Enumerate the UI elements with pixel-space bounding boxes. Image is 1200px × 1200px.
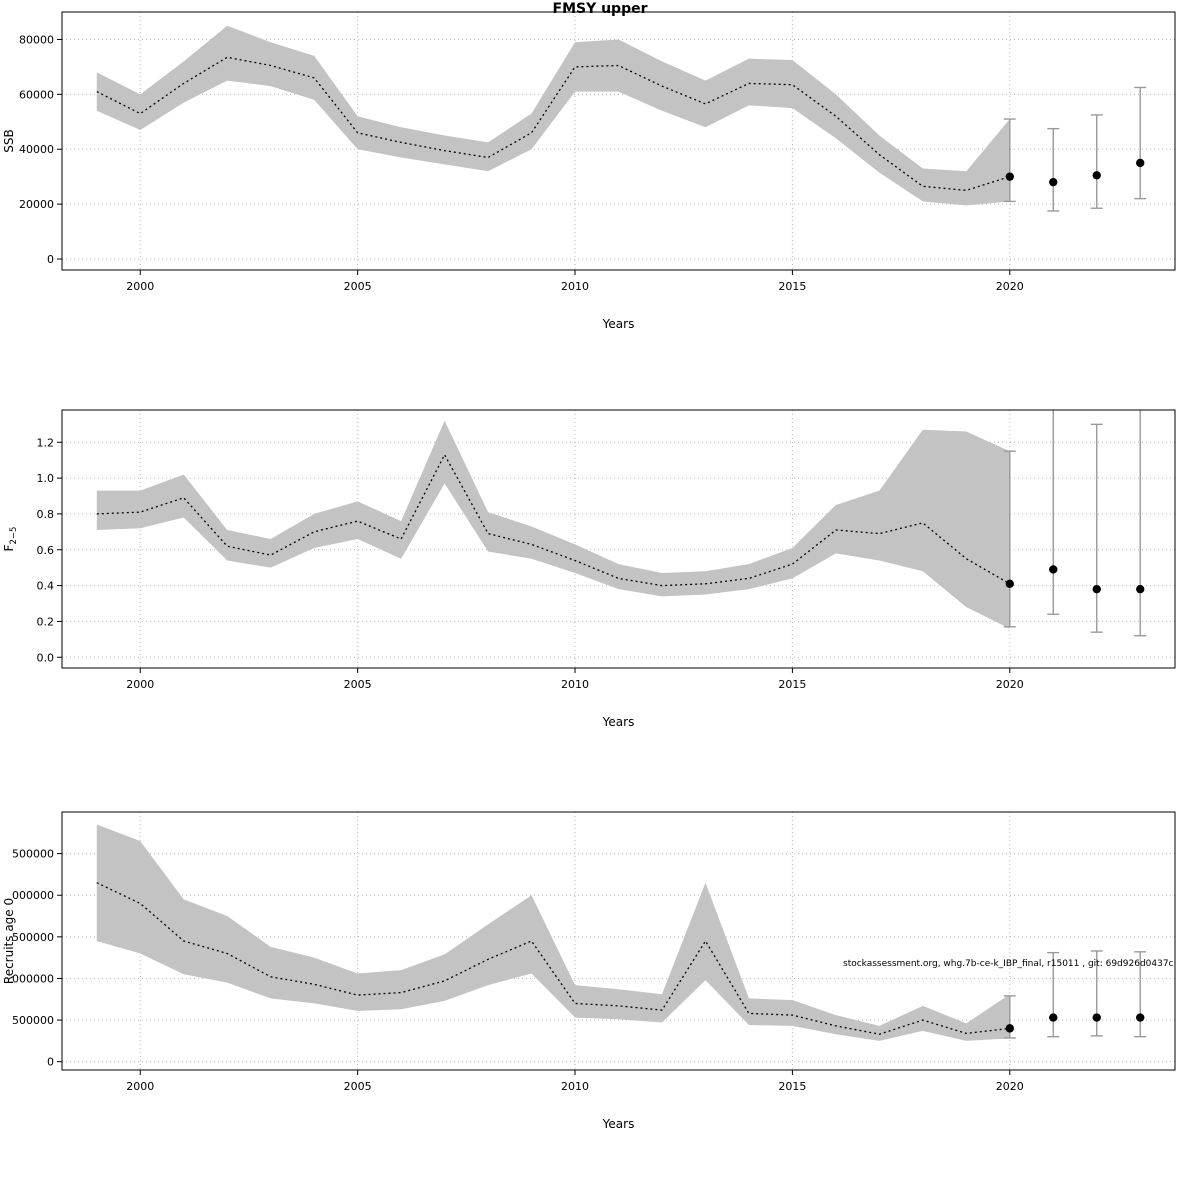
ssb-x-tick-label: 2020 <box>996 280 1024 293</box>
ssb-forecast <box>1003 86 1147 212</box>
ssb-x-tick-label: 2015 <box>778 280 806 293</box>
page-title: FMSY upper <box>552 1 648 17</box>
fbar-y-axis-title: F2−5 <box>2 527 19 552</box>
ssb-y-tick-label: 0 <box>47 253 54 266</box>
fbar-x-tick-label: 2000 <box>126 678 154 691</box>
rec-x-tick-label: 2000 <box>126 1080 154 1093</box>
ssb-x-tick-label: 2000 <box>126 280 154 293</box>
fbar-y-tick-label: 0.4 <box>37 580 55 593</box>
fbar-x-tick-label: 2005 <box>344 678 372 691</box>
rec-x-tick-label: 2015 <box>778 1080 806 1093</box>
ssb-plot-box <box>61 11 1176 271</box>
ssb-x-tick-label: 2010 <box>561 280 589 293</box>
ssb-chart: 2000 2005 2010 2015 2020 0 20000 40000 60000 8000… <box>2 11 1176 331</box>
rec-grid <box>62 812 1175 1070</box>
fbar-y-tick-label: 0.8 <box>37 508 55 521</box>
rec-estimate-line <box>96 882 1010 1035</box>
rec-y-tick-label: 000000 <box>12 889 54 902</box>
rec-x-axis-title: Years <box>602 1117 635 1131</box>
fbar-confidence-band <box>96 420 1010 629</box>
ssb-y-axis-title: SSB <box>2 129 16 152</box>
rec-y-tick-label: 500000 <box>12 1014 54 1027</box>
fbar-plot-box <box>61 409 1176 669</box>
fbar-y-tick-label: 1.0 <box>37 472 55 485</box>
fbar-estimate-line <box>96 453 1011 587</box>
ssb-estimate-line <box>96 56 1010 192</box>
ssb-x-axis-title: Years <box>602 317 635 331</box>
fbar-y-tick-label: 0.2 <box>37 615 55 628</box>
ssb-y-tick-label: 40000 <box>19 143 54 156</box>
ssb-y-tick-label: 80000 <box>19 33 54 46</box>
rec-x-tick-label: 2005 <box>344 1080 372 1093</box>
fbar-x-tick-label: 2010 <box>561 678 589 691</box>
recruits-chart: 2000 2005 2010 2015 2020 0 500000 000000 500000 0… <box>2 811 1176 1131</box>
rec-forecast <box>1003 950 1147 1039</box>
fbar-forecast <box>1003 410 1147 637</box>
rec-y-tick-label: 000000 <box>12 972 54 985</box>
fbar-x-tick-label: 2015 <box>778 678 806 691</box>
rec-plot-box <box>61 811 1176 1071</box>
fbar-x-tick-label: 2020 <box>996 678 1024 691</box>
source-caption: stockassessment.org, whg.7b-ce-k_IBP_fin… <box>843 959 1174 969</box>
fbar-x-axis-title: Years <box>602 715 635 729</box>
rec-y-tick-label: 0 <box>47 1056 54 1069</box>
fbar-y-tick-label: 0.6 <box>37 544 55 557</box>
rec-y-tick-label: 500000 <box>12 931 54 944</box>
rec-y-tick-label: 500000 <box>12 848 54 861</box>
rec-x-tick-label: 2010 <box>561 1080 589 1093</box>
rec-confidence-band <box>96 824 1010 1041</box>
fbar-y-tick-label: 1.2 <box>37 436 55 449</box>
fbar-chart: 2000 2005 2010 2015 2020 0.0 0.2 0.4 0.6 0.8 1.0 1.… <box>2 409 1176 729</box>
ssb-confidence-band <box>96 25 1010 206</box>
fbar-y-tick-label: 0.0 <box>37 651 55 664</box>
ssb-y-tick-label: 20000 <box>19 198 54 211</box>
ssb-y-tick-label: 60000 <box>19 88 54 101</box>
rec-y-axis-title: Recruits age 0 <box>2 898 16 984</box>
ssb-x-tick-label: 2005 <box>344 280 372 293</box>
rec-x-tick-label: 2020 <box>996 1080 1024 1093</box>
